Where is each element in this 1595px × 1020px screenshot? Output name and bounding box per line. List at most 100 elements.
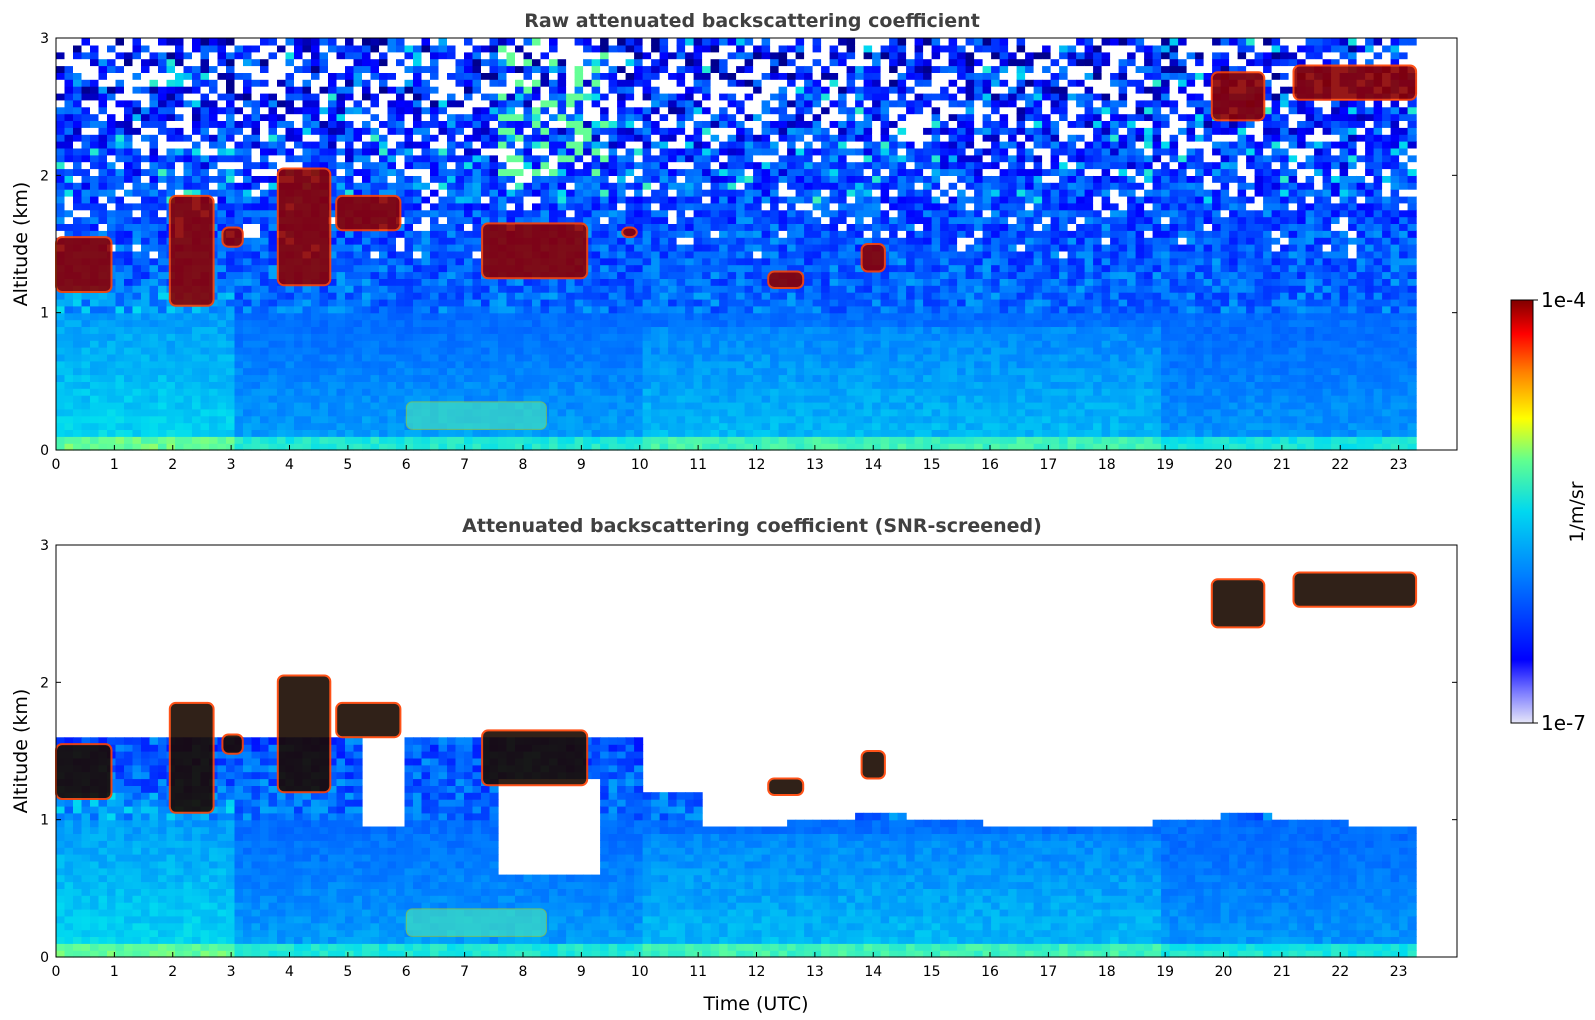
heatmap-cell <box>592 272 601 280</box>
heatmap-cell <box>702 326 711 334</box>
heatmap-cell <box>209 175 218 183</box>
heatmap-cell <box>141 175 150 183</box>
heatmap-cell <box>294 38 303 46</box>
heatmap-cell <box>226 443 235 451</box>
heatmap-cell <box>133 443 142 451</box>
heatmap-cell <box>736 416 745 424</box>
heatmap-cell <box>439 258 448 266</box>
heatmap-cell <box>702 299 711 307</box>
heatmap-cell <box>311 134 320 142</box>
heatmap-cell <box>141 292 150 300</box>
heatmap-cell <box>388 134 397 142</box>
heatmap-cell <box>396 272 405 280</box>
heatmap-cell <box>286 354 295 362</box>
heatmap-cell <box>269 347 278 355</box>
heatmap-cell <box>388 388 397 396</box>
heatmap-cell <box>175 326 184 334</box>
heatmap-cell <box>422 203 431 211</box>
heatmap-cell <box>753 395 762 403</box>
heatmap-cell <box>269 402 278 410</box>
heatmap-cell <box>439 388 448 396</box>
heatmap-cell <box>371 230 380 238</box>
heatmap-cell <box>362 333 371 341</box>
heatmap-cell <box>141 306 150 314</box>
heatmap-cell <box>413 114 422 122</box>
heatmap-cell <box>133 162 142 170</box>
heatmap-cell <box>218 423 227 431</box>
heatmap-cell <box>167 155 176 163</box>
heatmap-cell <box>532 368 541 376</box>
heatmap-cell <box>388 93 397 101</box>
heatmap-cell <box>141 189 150 197</box>
heatmap-cell <box>260 223 269 231</box>
heatmap-cell <box>226 203 235 211</box>
heatmap-cell <box>337 244 346 252</box>
panel-raw: Raw attenuated backscattering coefficien… <box>10 10 1457 473</box>
heatmap-cell <box>218 285 227 293</box>
heatmap-cell <box>515 354 524 362</box>
heatmap-cell <box>175 66 184 74</box>
heatmap-cell <box>396 66 405 74</box>
heatmap-cell <box>634 347 643 355</box>
heatmap-cell <box>532 127 541 135</box>
heatmap-cell <box>660 45 669 53</box>
heatmap-cell <box>702 313 711 321</box>
heatmap-cell <box>260 320 269 328</box>
heatmap-cell <box>252 141 261 149</box>
heatmap-cell <box>481 375 490 383</box>
heatmap-cell <box>481 182 490 190</box>
heatmap-cell <box>252 93 261 101</box>
heatmap-cell <box>371 258 380 266</box>
heatmap-cell <box>379 368 388 376</box>
heatmap-cell <box>337 107 346 115</box>
heatmap-cell <box>260 251 269 259</box>
heatmap-cell <box>473 292 482 300</box>
heatmap-cell <box>124 292 133 300</box>
heatmap-cell <box>158 354 167 362</box>
heatmap-cell <box>141 72 150 80</box>
heatmap-cell <box>524 340 533 348</box>
heatmap-cell <box>660 169 669 177</box>
heatmap-cell <box>371 148 380 156</box>
heatmap-cell <box>82 306 91 314</box>
heatmap-cell <box>736 313 745 321</box>
heatmap-cell <box>694 210 703 218</box>
heatmap-cell <box>617 107 626 115</box>
heatmap-cell <box>226 251 235 259</box>
heatmap-cell <box>660 66 669 74</box>
heatmap-cell <box>260 59 269 67</box>
heatmap-cell <box>167 333 176 341</box>
heatmap-cell <box>209 148 218 156</box>
heatmap-cell <box>277 443 286 451</box>
heatmap-cell <box>651 278 660 286</box>
heatmap-cell <box>362 141 371 149</box>
heatmap-cell <box>260 368 269 376</box>
heatmap-cell <box>371 285 380 293</box>
heatmap-cell <box>133 210 142 218</box>
heatmap-cell <box>388 237 397 245</box>
heatmap-cell <box>464 93 473 101</box>
heatmap-cell <box>660 114 669 122</box>
heatmap-cell <box>396 182 405 190</box>
heatmap-cell <box>583 72 592 80</box>
heatmap-cell <box>184 354 193 362</box>
heatmap-cell <box>736 120 745 128</box>
heatmap-cell <box>685 38 694 46</box>
heatmap-cell <box>252 210 261 218</box>
heatmap-cell <box>634 134 643 142</box>
heatmap-cell <box>269 72 278 80</box>
heatmap-cell <box>209 120 218 128</box>
heatmap-cell <box>116 278 125 286</box>
heatmap-cell <box>498 52 507 60</box>
heatmap-cell <box>269 230 278 238</box>
heatmap-cell <box>685 244 694 252</box>
heatmap-cell <box>124 258 133 266</box>
heatmap-cell <box>430 278 439 286</box>
heatmap-cell <box>226 278 235 286</box>
heatmap-cell <box>82 196 91 204</box>
heatmap-cell <box>430 265 439 273</box>
heatmap-cell <box>592 278 601 286</box>
heatmap-cell <box>702 66 711 74</box>
heatmap-cell <box>226 107 235 115</box>
heatmap-cell <box>56 388 65 396</box>
